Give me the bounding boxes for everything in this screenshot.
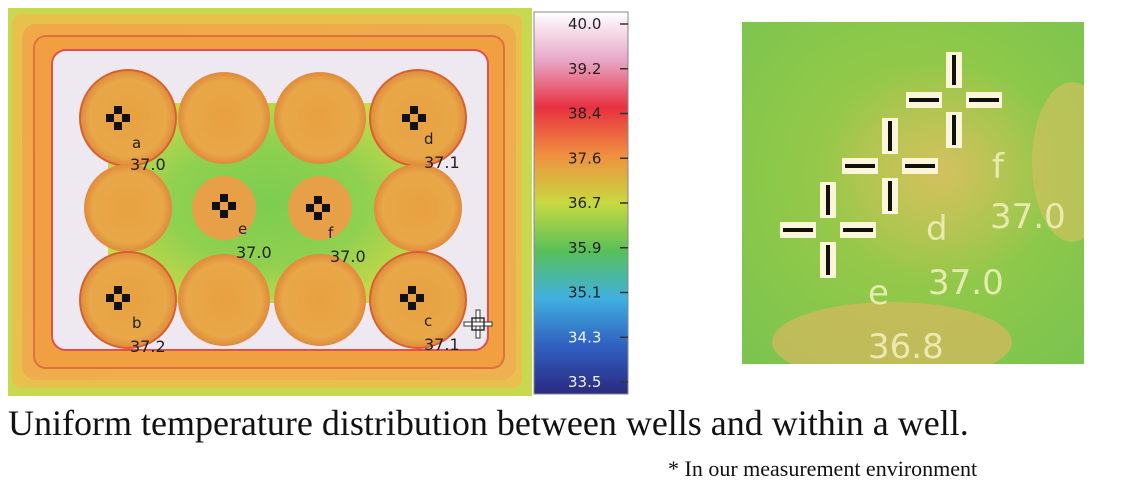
closeup-label-e: e [868, 273, 889, 313]
well-label-c: c [424, 312, 432, 330]
marker-c [400, 286, 424, 310]
well-label-e: e [238, 220, 247, 238]
scale-tick-label: 33.5 [568, 373, 601, 391]
closeup-temp-f: 37.0 [990, 197, 1066, 237]
well-temp-f: 37.0 [330, 247, 366, 266]
closeup-marker [842, 118, 938, 214]
well-label-d: d [424, 130, 434, 148]
scale-tick-label: 39.2 [568, 60, 601, 78]
scale-tick-label: 35.1 [568, 284, 601, 302]
cursor-crosshair-icon [463, 309, 493, 339]
closeup-thermal-image: f 37.0 d 37.0 e 36.8 [742, 22, 1084, 364]
marker-d [402, 106, 426, 130]
scale-tick-label: 34.3 [568, 328, 601, 346]
thermal-plate-image: a 37.0 d 37.1 e 37.0 f 37.0 b 37.2 c 37.… [8, 8, 532, 396]
scale-tick-label: 37.6 [568, 149, 601, 167]
marker-f [306, 196, 330, 220]
caption: Uniform temperature distribution between… [8, 403, 969, 443]
scale-tick-label: 40.0 [568, 15, 601, 33]
well-temp-c: 37.1 [424, 335, 460, 354]
marker-b [106, 286, 130, 310]
closeup-temp-e: 36.8 [868, 327, 944, 364]
closeup-marker [906, 52, 1002, 148]
well-temp-e: 37.0 [236, 243, 272, 262]
well-temp-a: 37.0 [130, 155, 166, 174]
closeup-temp-d: 37.0 [928, 263, 1004, 303]
well-temp-d: 37.1 [424, 153, 460, 172]
scale-tick-label: 38.4 [568, 105, 601, 123]
measurement-note: * In our measurement environment [668, 456, 978, 481]
closeup-label-d: d [926, 209, 948, 249]
well-temp-b: 37.2 [130, 337, 166, 356]
marker-e [212, 194, 236, 218]
marker-a [106, 106, 130, 130]
scale-tick-label: 36.7 [568, 194, 601, 212]
scale-tick-label: 35.9 [568, 239, 601, 257]
closeup-label-f: f [992, 147, 1005, 187]
closeup-marker [780, 182, 876, 278]
well-label-a: a [132, 134, 141, 152]
temperature-color-scale: 40.0 39.2 38.4 37.6 36.7 35.9 35.1 34.3 33.5 [532, 10, 630, 396]
well-label-b: b [132, 314, 142, 332]
well-label-f: f [328, 224, 334, 242]
